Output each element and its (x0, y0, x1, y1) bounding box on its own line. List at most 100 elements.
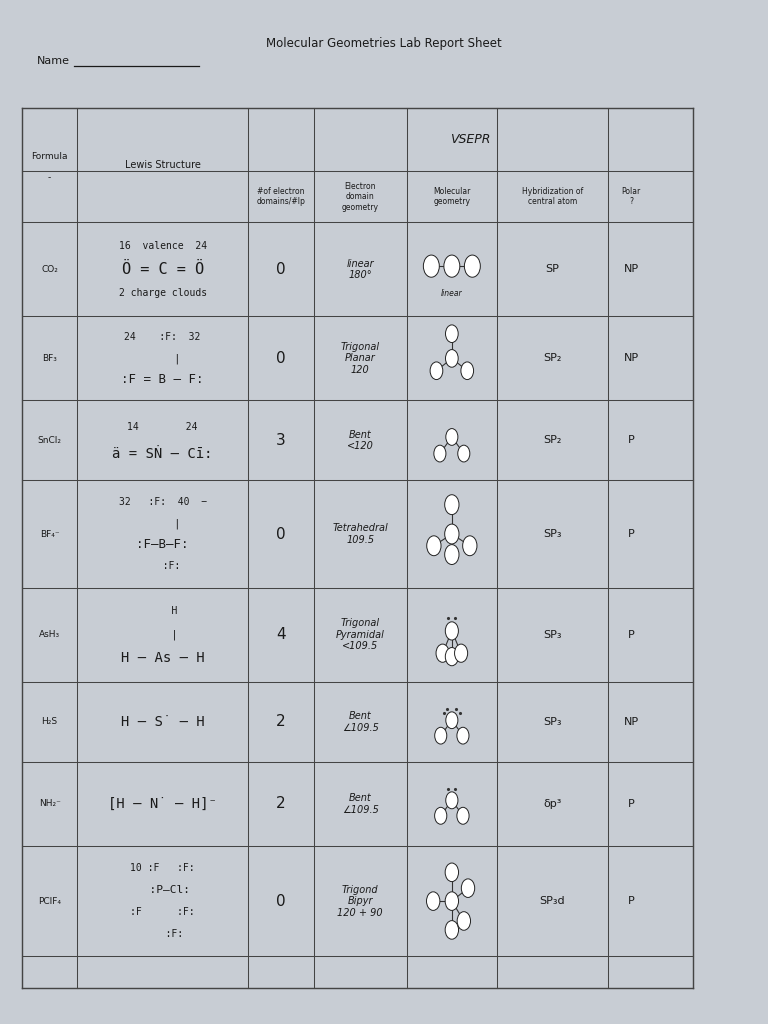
Circle shape (445, 524, 459, 544)
Circle shape (457, 911, 471, 930)
Text: SP₃d: SP₃d (540, 896, 565, 906)
Text: NH₂⁻: NH₂⁻ (38, 800, 61, 808)
Text: 2: 2 (276, 797, 286, 811)
Text: Trigond
Bipyr
120 + 90: Trigond Bipyr 120 + 90 (337, 885, 383, 918)
Circle shape (434, 445, 446, 462)
Circle shape (444, 255, 460, 278)
Text: Ö = C = Ö: Ö = C = Ö (121, 262, 204, 276)
Circle shape (465, 255, 480, 278)
Text: P: P (628, 799, 634, 809)
Text: 0: 0 (276, 262, 286, 276)
Text: 0: 0 (276, 894, 286, 908)
Text: NP: NP (624, 353, 639, 364)
Circle shape (445, 325, 458, 343)
Text: δp³: δp³ (543, 799, 561, 809)
Circle shape (458, 445, 470, 462)
Text: :F:: :F: (145, 561, 180, 571)
Text: SP₃: SP₃ (543, 717, 561, 727)
Circle shape (445, 349, 458, 368)
Circle shape (445, 429, 458, 445)
Text: 3: 3 (276, 433, 286, 447)
Text: Polar
?: Polar ? (621, 187, 641, 206)
Text: P: P (628, 630, 634, 640)
Text: SP: SP (545, 264, 559, 274)
Circle shape (457, 807, 469, 824)
Text: SP₃: SP₃ (543, 630, 561, 640)
Text: -: - (48, 173, 51, 181)
Circle shape (462, 536, 477, 556)
Text: #of electron
domains/#lp: #of electron domains/#lp (257, 187, 306, 206)
Text: Tetrahedral
109.5: Tetrahedral 109.5 (333, 523, 388, 545)
Text: 14        24: 14 24 (127, 422, 198, 432)
Circle shape (445, 545, 459, 564)
Text: H – As – H: H – As – H (121, 651, 204, 666)
Text: 16  valence  24: 16 valence 24 (118, 241, 207, 251)
Text: CO₂: CO₂ (41, 265, 58, 273)
Text: :F–B–F:: :F–B–F: (137, 539, 189, 551)
Circle shape (436, 644, 449, 663)
Circle shape (445, 892, 458, 910)
Circle shape (445, 647, 458, 666)
Text: :P–Cl:: :P–Cl: (136, 885, 190, 895)
Text: NP: NP (624, 717, 639, 727)
Text: 2 charge clouds: 2 charge clouds (118, 288, 207, 298)
Text: 32   :F:  40  −: 32 :F: 40 − (118, 497, 207, 507)
Text: SP₃: SP₃ (543, 529, 561, 539)
Circle shape (427, 536, 441, 556)
Text: :F      :F:: :F :F: (131, 907, 195, 918)
Text: BF₃: BF₃ (42, 354, 57, 362)
Circle shape (445, 921, 458, 939)
Circle shape (445, 622, 458, 640)
Text: SP₂: SP₂ (543, 353, 561, 364)
Text: 10 :F   :F:: 10 :F :F: (131, 863, 195, 872)
Circle shape (457, 727, 469, 744)
Text: P: P (628, 435, 634, 445)
Text: 0: 0 (276, 526, 286, 542)
Text: Molecular Geometries Lab Report Sheet: Molecular Geometries Lab Report Sheet (266, 37, 502, 49)
Circle shape (423, 255, 439, 278)
Text: H: H (148, 606, 177, 616)
Text: Bent
<120: Bent <120 (347, 429, 374, 452)
Circle shape (455, 644, 468, 663)
Text: [H – Ṅ – H]⁻: [H – Ṅ – H]⁻ (108, 797, 217, 811)
Text: linear: linear (441, 289, 462, 298)
Text: 2: 2 (276, 715, 286, 729)
Text: |: | (145, 518, 180, 528)
Circle shape (445, 792, 458, 809)
Text: SP₂: SP₂ (543, 435, 561, 445)
Text: 24    :F:  32: 24 :F: 32 (124, 333, 201, 342)
Text: VSEPR: VSEPR (451, 133, 491, 145)
Text: H₂S: H₂S (41, 718, 58, 726)
Text: SnCl₂: SnCl₂ (38, 436, 61, 444)
Text: Trigonal
Pyramidal
<109.5: Trigonal Pyramidal <109.5 (336, 618, 385, 651)
Text: 0: 0 (276, 351, 286, 366)
Circle shape (461, 361, 474, 380)
Text: Trigonal
Planar
120: Trigonal Planar 120 (341, 342, 380, 375)
Text: Formula: Formula (31, 153, 68, 161)
Text: P: P (628, 529, 634, 539)
Text: Lewis Structure: Lewis Structure (124, 160, 200, 170)
Text: 4: 4 (276, 628, 286, 642)
Text: Bent
∠109.5: Bent ∠109.5 (342, 711, 379, 733)
Circle shape (430, 361, 443, 380)
Circle shape (445, 863, 458, 882)
Circle shape (445, 712, 458, 729)
Text: AsH₃: AsH₃ (39, 631, 60, 639)
Circle shape (426, 892, 440, 910)
Text: Bent
∠109.5: Bent ∠109.5 (342, 793, 379, 815)
Text: Electron
domain
geometry: Electron domain geometry (342, 181, 379, 212)
Text: |: | (145, 353, 180, 364)
Circle shape (445, 495, 459, 515)
Text: NP: NP (624, 264, 639, 274)
Text: ä = SṄ – Cī:: ä = SṄ – Cī: (112, 446, 213, 461)
Circle shape (435, 807, 447, 824)
Text: Molecular
geometry: Molecular geometry (433, 187, 471, 206)
Text: Hybridization of
central atom: Hybridization of central atom (522, 187, 583, 206)
Text: BF₄⁻: BF₄⁻ (40, 529, 59, 539)
Circle shape (462, 879, 475, 897)
Text: H – Ṡ – H: H – Ṡ – H (121, 715, 204, 729)
Text: linear
180°: linear 180° (346, 258, 374, 281)
Circle shape (435, 727, 447, 744)
Text: Name: Name (37, 56, 70, 67)
Text: P: P (628, 896, 634, 906)
